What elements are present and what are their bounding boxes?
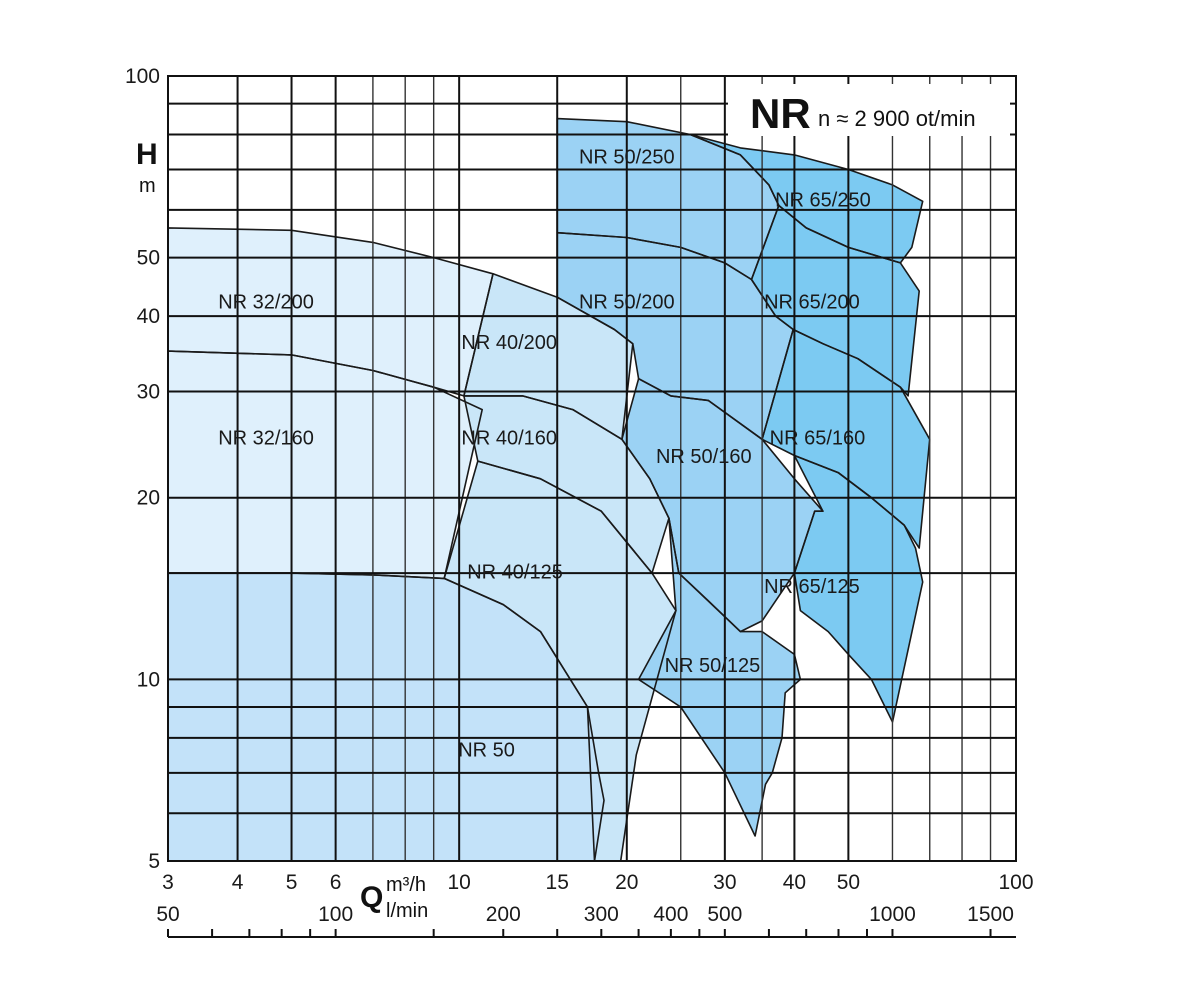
x-secondary-tick-label: 1500 — [967, 903, 1014, 926]
x-secondary-tick-label: 300 — [584, 903, 619, 926]
x-tick-label: 50 — [837, 871, 860, 894]
region-nr-32-200 — [168, 227, 493, 396]
region-label-nr-50-250: NR 50/250 — [579, 147, 675, 169]
x-secondary-tick-label: 1000 — [869, 903, 916, 926]
y-tick-label: 100 — [125, 65, 160, 88]
x-tick-label: 6 — [330, 871, 342, 894]
region-nr-50-200 — [557, 232, 794, 440]
region-label-nr-50: NR 50 — [458, 740, 515, 762]
x-tick-label: 20 — [615, 871, 638, 894]
region-nr-65-250 — [690, 134, 923, 263]
x-tick-label: 15 — [546, 871, 569, 894]
y-tick-label: 40 — [137, 305, 160, 328]
title-background — [728, 84, 1010, 136]
region-nr-40-125 — [444, 461, 676, 861]
region-labels: NR 32/200 NR 32/160 NR 40/200 NR 40/160 NR 4… — [218, 147, 870, 762]
region-nr-40-160 — [463, 395, 669, 574]
y-tick-label: 30 — [137, 380, 160, 403]
x-tick-label: 100 — [998, 871, 1033, 894]
region-nr-65-160 — [762, 329, 930, 549]
region-nr-32-160 — [168, 351, 483, 579]
plot-frame — [167, 75, 1017, 862]
region-nr-50-160 — [621, 378, 823, 632]
region-label-nr-32-200: NR 32/200 — [218, 292, 314, 314]
x-tick-label: 4 — [232, 871, 244, 894]
region-label-nr-65-125: NR 65/125 — [764, 576, 860, 598]
chart-subtitle: n ≈ 2 900 ot/min — [818, 106, 976, 131]
y-axis-ticks: 5 10 20 30 40 50 100 — [125, 65, 160, 873]
x-secondary-tick-label: 400 — [653, 903, 688, 926]
x-axis-symbol: Q — [360, 881, 383, 914]
region-label-nr-40-125: NR 40/125 — [467, 561, 563, 583]
region-label-nr-32-160: NR 32/160 — [218, 428, 314, 450]
region-label-nr-40-160: NR 40/160 — [461, 428, 557, 450]
pump-regions — [168, 118, 930, 861]
region-label-nr-50-200: NR 50/200 — [579, 292, 675, 314]
x-secondary-tick-label: 500 — [707, 903, 742, 926]
x-secondary-tick-label: 100 — [318, 903, 353, 926]
x-secondary-axis-ticks: 50 100 200 300 400 500 1000 1500 — [156, 903, 1016, 938]
region-label-nr-65-200: NR 65/200 — [764, 292, 860, 314]
x-secondary-tick-label: 200 — [486, 903, 521, 926]
region-label-nr-65-250: NR 65/250 — [775, 190, 871, 212]
chart-title: NR — [750, 90, 811, 137]
y-axis-unit: m — [139, 175, 156, 197]
region-nr-50-125 — [638, 518, 801, 836]
x-tick-label: 40 — [783, 871, 806, 894]
region-label-nr-50-160: NR 50/160 — [656, 446, 752, 468]
title-box: NR n ≈ 2 900 ot/min — [728, 84, 1010, 137]
y-tick-label: 10 — [137, 668, 160, 691]
x-tick-label: 30 — [713, 871, 736, 894]
region-outline-nr-65-250 — [689, 133, 924, 264]
y-axis-symbol: H — [136, 138, 158, 171]
x-axis-ticks: 3 4 5 6 10 15 20 30 40 50 100 — [162, 871, 1033, 894]
x-secondary-tick-label: 50 — [156, 903, 179, 926]
region-nr-50 — [168, 573, 604, 861]
x-tick-label: 10 — [447, 871, 470, 894]
y-tick-label: 50 — [137, 247, 160, 270]
region-nr-50-250 — [557, 118, 779, 280]
x-tick-label: 5 — [286, 871, 298, 894]
x-tick-label: 3 — [162, 871, 174, 894]
region-label-nr-50-125: NR 50/125 — [665, 655, 761, 677]
region-outline-nr-65-160 — [761, 328, 931, 549]
y-tick-label: 5 — [148, 850, 160, 873]
x-axis-unit-secondary: l/min — [386, 900, 428, 922]
y-tick-label: 20 — [137, 487, 160, 510]
region-nr-65-125 — [794, 455, 923, 722]
x-axis-unit-primary: m³/h — [386, 874, 426, 896]
region-label-nr-40-200: NR 40/200 — [461, 332, 557, 354]
region-label-nr-65-160: NR 65/160 — [770, 428, 866, 450]
